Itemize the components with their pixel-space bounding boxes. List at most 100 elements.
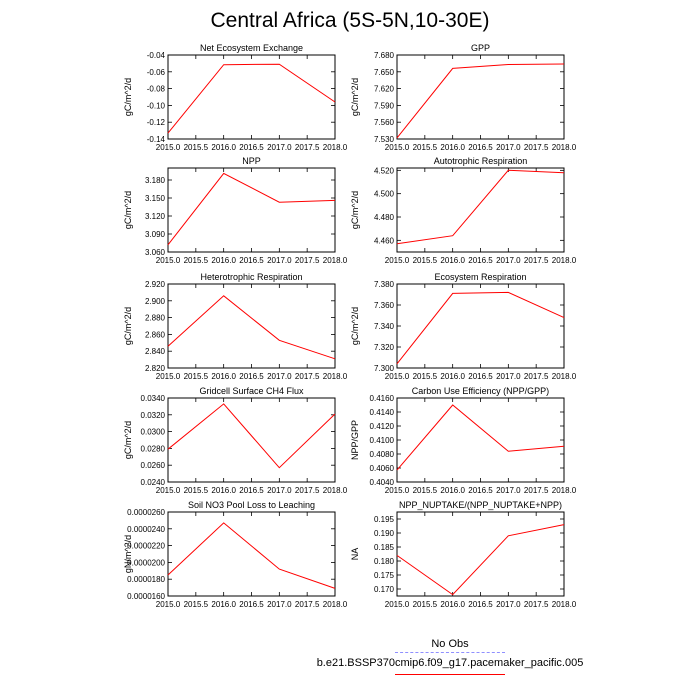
y-axis-label: gC/m^2/d <box>123 78 133 116</box>
plot-frame <box>167 283 336 369</box>
y-tick-label: 2.880 <box>145 314 166 323</box>
chart-title: Carbon Use Efficiency (NPP/GPP) <box>412 386 549 396</box>
x-tick-label: 2017.5 <box>295 143 320 152</box>
y-axis-label: gN/m^2/d <box>123 535 133 573</box>
chart-title: Ecosystem Respiration <box>434 272 526 282</box>
x-tick-label: 2018.0 <box>552 143 577 152</box>
series-line <box>167 522 336 589</box>
y-tick-label: 2.840 <box>145 347 166 356</box>
y-tick-label: 7.590 <box>374 101 395 110</box>
x-tick-label: 2015.5 <box>413 256 438 265</box>
page-title: Central Africa (5S-5N,10-30E) <box>210 9 490 32</box>
y-axis-label: gC/m^2/d <box>123 307 133 345</box>
x-tick-label: 2018.0 <box>323 600 348 609</box>
series-line <box>167 172 336 246</box>
x-tick-label: 2018.0 <box>552 600 577 609</box>
y-tick-label: 0.0240 <box>141 478 166 487</box>
plot-frame <box>396 283 565 369</box>
x-tick-label: 2017.5 <box>524 256 549 265</box>
legend-obs-label: No Obs <box>431 638 469 650</box>
x-tick-label: 2015.5 <box>184 143 209 152</box>
y-tick-label: 0.0320 <box>141 411 166 420</box>
x-tick-label: 2018.0 <box>323 372 348 381</box>
plot-frame <box>167 397 336 483</box>
y-tick-label: 4.460 <box>374 236 395 245</box>
chart-title: Gridcell Surface CH4 Flux <box>199 386 304 396</box>
x-tick-label: 2017.0 <box>496 600 521 609</box>
x-tick-label: 2016.5 <box>468 600 493 609</box>
series-line <box>396 63 565 139</box>
chart-title: GPP <box>471 43 490 53</box>
y-tick-label: 4.480 <box>374 213 395 222</box>
y-tick-label: 0.0000180 <box>127 575 165 584</box>
y-axis-label: NPP/GPP <box>350 420 360 460</box>
y-tick-label: 0.0000200 <box>127 558 165 567</box>
series-line <box>396 404 565 471</box>
chart-panel: Net Ecosystem Exchange 2015.0 2015.5 2016.0… <box>123 43 348 152</box>
legend-model-label: b.e21.BSSP370cmip6.f09_g17.pacemaker_pac… <box>316 657 584 669</box>
y-tick-label: 7.320 <box>374 343 395 352</box>
y-tick-label: -0.10 <box>147 101 166 110</box>
y-tick-label: 7.300 <box>374 364 395 373</box>
y-tick-label: 0.0300 <box>141 428 166 437</box>
chart-title: NPP_NUPTAKE/(NPP_NUPTAKE+NPP) <box>399 500 562 510</box>
series-line <box>167 295 336 360</box>
plot-frame <box>167 54 336 140</box>
y-axis-label: gC/m^2/d <box>350 191 360 229</box>
y-axis-label: gC/m^2/d <box>350 307 360 345</box>
chart-title: Soil NO3 Pool Loss to Leaching <box>188 500 315 510</box>
y-tick-label: 4.500 <box>374 190 395 199</box>
y-tick-label: 2.920 <box>145 280 166 289</box>
y-tick-label: 0.0340 <box>141 394 166 403</box>
x-tick-label: 2017.5 <box>295 486 320 495</box>
x-tick-label: 2016.5 <box>468 372 493 381</box>
y-axis-label: gC/m^2/d <box>123 191 133 229</box>
x-tick-label: 2018.0 <box>323 143 348 152</box>
x-tick-label: 2016.5 <box>239 372 264 381</box>
x-tick-label: 2018.0 <box>552 256 577 265</box>
x-tick-label: 2017.5 <box>524 486 549 495</box>
x-tick-label: 2016.0 <box>440 372 465 381</box>
x-tick-label: 2018.0 <box>323 486 348 495</box>
y-tick-label: 0.0280 <box>141 444 166 453</box>
y-tick-label: 0.195 <box>374 515 395 524</box>
y-tick-label: 0.4120 <box>370 422 395 431</box>
x-tick-label: 2016.5 <box>239 256 264 265</box>
x-tick-label: 2018.0 <box>552 372 577 381</box>
y-axis-label: NA <box>350 548 360 561</box>
x-tick-label: 2016.0 <box>211 372 236 381</box>
y-tick-label: 0.0000220 <box>127 542 165 551</box>
y-tick-label: 3.090 <box>145 230 166 239</box>
y-tick-label: 0.4160 <box>370 394 395 403</box>
chart-panel: NPP_NUPTAKE/(NPP_NUPTAKE+NPP) 2015.0 2015.… <box>350 500 577 609</box>
x-tick-label: 2017.0 <box>496 486 521 495</box>
plot-frame <box>396 511 565 597</box>
y-tick-label: 0.170 <box>374 585 395 594</box>
x-tick-label: 2017.0 <box>267 486 292 495</box>
x-tick-label: 2016.5 <box>468 486 493 495</box>
x-tick-label: 2018.0 <box>323 256 348 265</box>
chart-panel: Soil NO3 Pool Loss to Leaching 2015.0 2015… <box>123 500 348 609</box>
chart-panel: Carbon Use Efficiency (NPP/GPP)2015.0 201… <box>350 386 577 495</box>
x-tick-label: 2017.5 <box>524 372 549 381</box>
y-tick-label: 7.620 <box>374 85 395 94</box>
plot-frame <box>396 54 565 140</box>
x-tick-label: 2016.0 <box>211 600 236 609</box>
chart-title: NPP <box>242 156 261 166</box>
x-tick-label: 2016.5 <box>239 143 264 152</box>
x-tick-label: 2015.5 <box>184 372 209 381</box>
plot-frame <box>167 511 336 597</box>
y-tick-label: 0.4040 <box>370 478 395 487</box>
x-tick-label: 2016.0 <box>440 486 465 495</box>
y-tick-label: 0.4140 <box>370 408 395 417</box>
y-tick-label: 2.820 <box>145 364 166 373</box>
x-tick-label: 2017.5 <box>524 143 549 152</box>
y-tick-label: -0.08 <box>147 85 166 94</box>
plot-frame <box>396 167 565 253</box>
x-tick-label: 2016.0 <box>440 600 465 609</box>
y-tick-label: 0.190 <box>374 529 395 538</box>
x-tick-label: 2017.5 <box>524 600 549 609</box>
